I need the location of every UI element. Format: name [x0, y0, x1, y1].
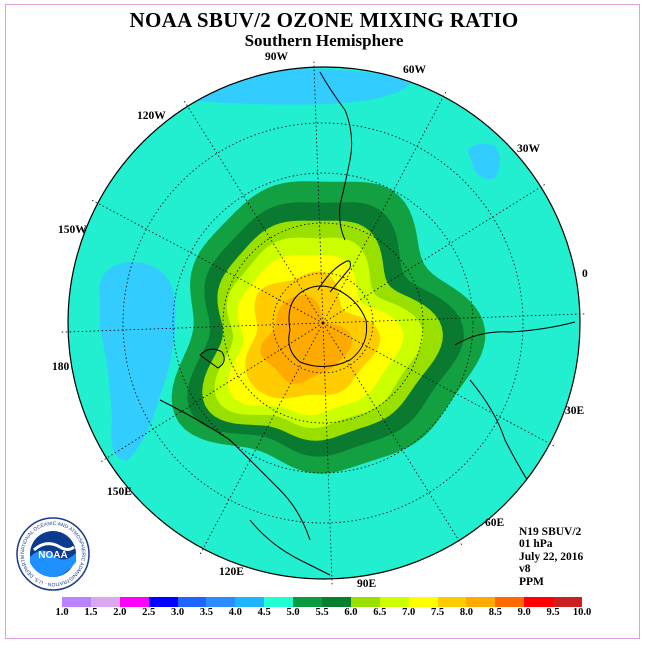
colorbar-swatch-7.5 [437, 597, 467, 607]
lon-label-150e: 150E [107, 486, 132, 498]
latitude-circle-3 [172, 172, 474, 474]
colorbar-swatch-1.5 [90, 597, 121, 607]
colorbar-tick-label: 1.0 [55, 607, 69, 618]
map-title: NOAA SBUV/2 OZONE MIXING RATIO [129, 8, 519, 32]
colorbar-tick-label: 8.5 [488, 607, 502, 618]
colorbar-swatch-5.5 [322, 597, 352, 607]
colorbar-tick-label: 7.0 [402, 607, 416, 618]
colorbar-swatch-9.5 [553, 597, 583, 607]
noaa-logo: NATIONAL OCEANIC AND ATMOSPHERIC ADMINIS… [16, 517, 90, 591]
colorbar-tick-label: 6.0 [344, 607, 358, 618]
colorbar-swatch-7.0 [408, 597, 439, 607]
latitude-circle-2 [222, 222, 424, 424]
info-block: N19 SBUV/2 01 hPa July 22, 2016 v8 PPM [519, 526, 583, 588]
colorbar-tick-label: 5.0 [286, 607, 300, 618]
info-instrument: N19 SBUV/2 [519, 526, 582, 538]
low-patch-west [99, 262, 176, 461]
colorbar-swatch-3.5 [206, 597, 236, 607]
colorbar-tick-label: 6.5 [373, 607, 387, 618]
colorbar-swatch-5.0 [293, 597, 323, 607]
colorbar-swatch-4.0 [235, 597, 265, 607]
colorbar-tick-label: 3.5 [199, 607, 213, 618]
latitude-circle-4 [122, 122, 524, 524]
contour-8-5 [260, 295, 353, 384]
colorbar-tick-label: 4.5 [257, 607, 271, 618]
colorbar-swatch-1.0 [62, 597, 92, 607]
lon-label-60e: 60E [485, 517, 505, 529]
colorbar-tick-label: 3.0 [170, 607, 185, 618]
colorbar-swatch-8.5 [495, 597, 525, 607]
colorbar-tick-label: 2.5 [142, 607, 156, 618]
colorbar-swatch-2.0 [119, 597, 150, 607]
colorbar-swatch-8.0 [466, 597, 496, 607]
colorbar-swatch-6.5 [379, 597, 410, 607]
colorbar-tick-label: 4.0 [228, 607, 242, 618]
lon-label-30w: 30W [517, 143, 540, 155]
coast-south-america [319, 71, 353, 241]
info-version: v8 [519, 563, 531, 576]
lon-label-180: 180 [52, 361, 70, 373]
colorbar-tick-label: 5.5 [315, 607, 329, 618]
lon-label-90w: 90W [265, 51, 288, 63]
map-subtitle: Southern Hemisphere [244, 31, 404, 50]
colorbar-swatch-4.5 [264, 597, 294, 607]
colorbar-tick-label: 1.5 [84, 607, 98, 618]
coast-antarctic-peninsula [317, 260, 351, 293]
map-disc-outline [67, 66, 581, 580]
colorbar-tick-label: 2.0 [113, 607, 127, 618]
colorbar-swatch-3.0 [177, 597, 207, 607]
latitude-circle-1 [272, 272, 374, 374]
low-patch-northeast [468, 143, 500, 179]
figure-frame [5, 4, 640, 639]
noaa-logo-text: NOAA [38, 550, 67, 561]
info-level: 01 hPa [519, 538, 553, 551]
info-date: July 22, 2016 [519, 550, 584, 563]
lon-label-90e: 90E [357, 578, 377, 590]
colorbar-tick-label: 8.0 [459, 607, 473, 618]
colorbar-tick-label: 7.5 [430, 607, 445, 618]
coast-australia [159, 399, 331, 576]
coast-new-zealand [199, 348, 225, 369]
colorbar-tick-label: 10.0 [572, 607, 592, 618]
colorbar-swatch-9.0 [524, 597, 554, 607]
lon-label-120w: 120W [137, 110, 166, 122]
lon-label-30e: 30E [565, 405, 585, 417]
colorbar-tick-label: 9.0 [517, 607, 531, 618]
colorbar-tick-label: 9.5 [546, 607, 560, 618]
lon-label-0: 0 [582, 268, 588, 280]
coast-antarctica [288, 285, 368, 367]
lon-label-120e: 120E [219, 566, 244, 578]
colorbar-swatch-2.5 [148, 597, 179, 607]
info-units: PPM [519, 575, 544, 588]
lon-label-150w: 150W [58, 224, 87, 236]
colorbar-swatch-6.0 [350, 597, 381, 607]
lon-label-60w: 60W [403, 64, 426, 76]
